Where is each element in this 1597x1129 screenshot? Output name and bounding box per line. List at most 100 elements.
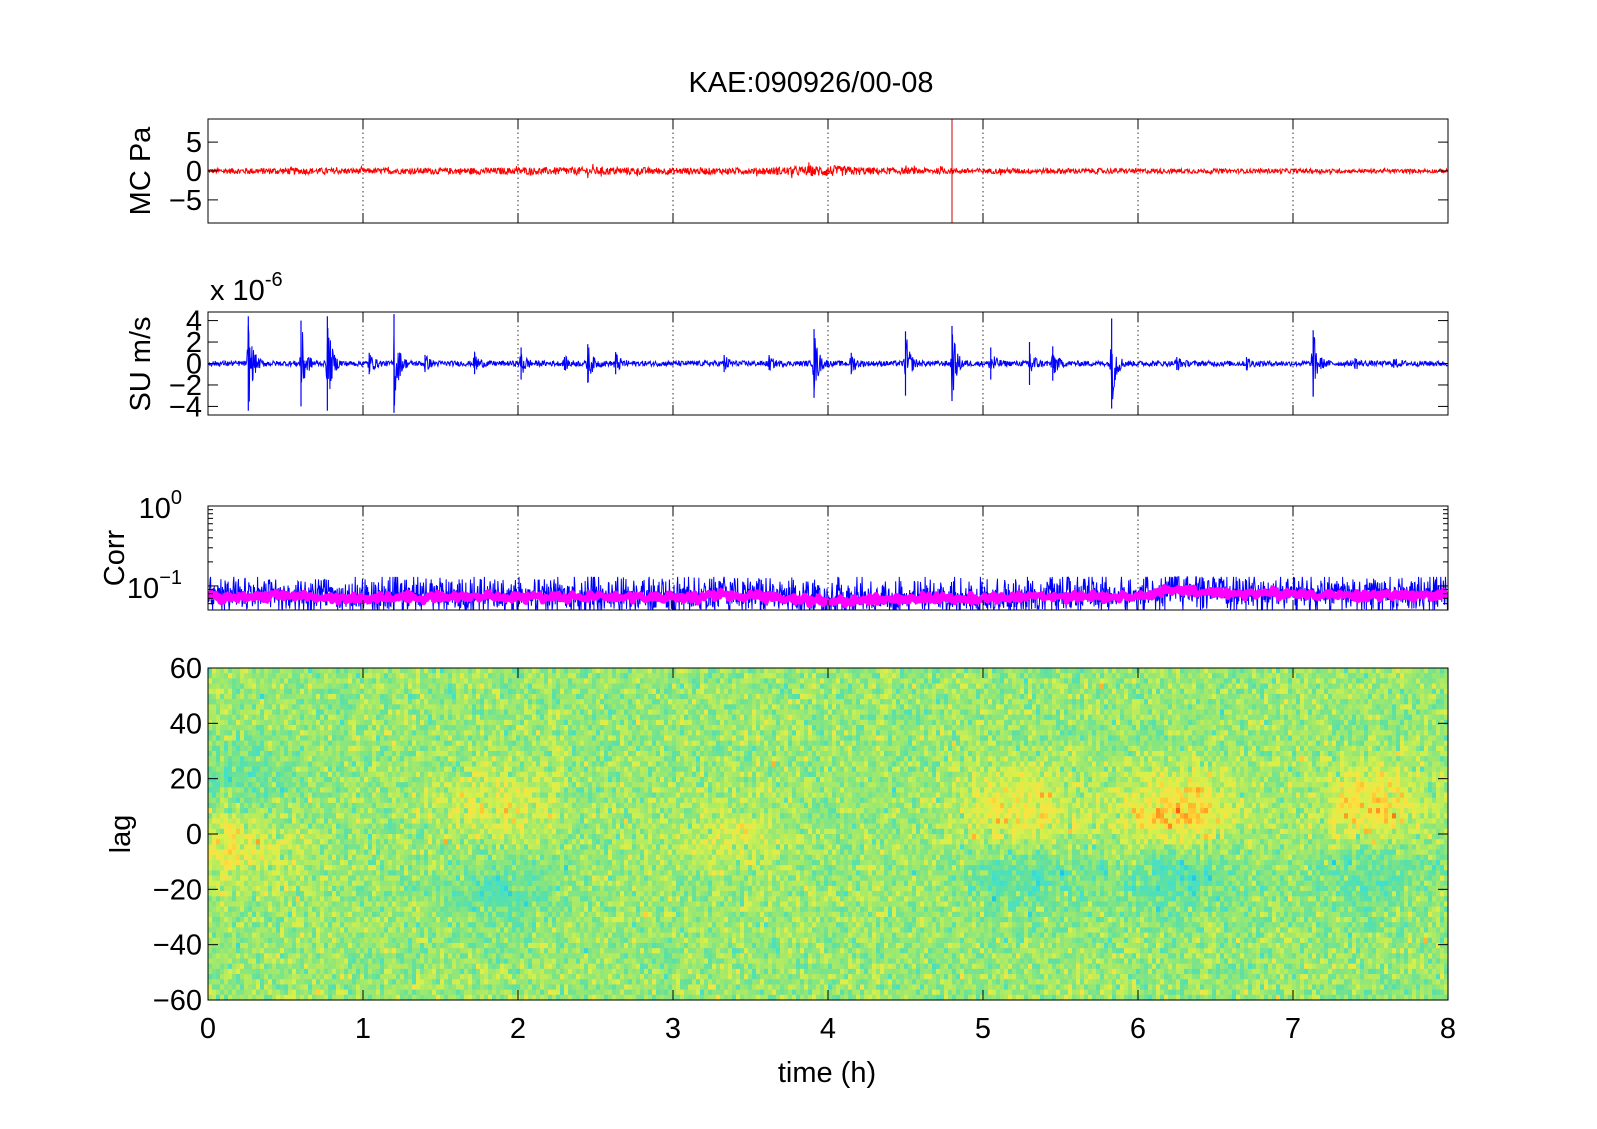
heatmap-cell	[308, 839, 313, 845]
heatmap-cell	[260, 984, 265, 990]
heatmap-cell	[336, 720, 341, 726]
heatmap-cell	[276, 907, 281, 913]
heatmap-cell	[432, 912, 437, 918]
heatmap-cell	[404, 798, 409, 804]
heatmap-cell	[304, 901, 309, 907]
heatmap-cell	[420, 735, 425, 741]
heatmap-cell	[348, 964, 353, 970]
heatmap-cell	[452, 715, 457, 721]
heatmap-cell	[488, 844, 493, 850]
heatmap-cell	[264, 891, 269, 897]
heatmap-cell	[452, 990, 457, 996]
heatmap-cell	[272, 917, 277, 923]
heatmap-cell	[228, 886, 233, 892]
heatmap-cell	[208, 751, 213, 757]
heatmap-cell	[492, 959, 497, 965]
heatmap-cell	[500, 881, 505, 887]
heatmap-cell	[264, 933, 269, 939]
heatmap-cell	[352, 933, 357, 939]
heatmap-cell	[468, 881, 473, 887]
heatmap-cell	[348, 943, 353, 949]
heatmap-cell	[296, 668, 301, 674]
heatmap-cell	[416, 901, 421, 907]
heatmap-cell	[448, 756, 453, 762]
heatmap-cell	[500, 933, 505, 939]
heatmap-cell	[240, 715, 245, 721]
heatmap-cell	[372, 870, 377, 876]
heatmap-cell	[300, 767, 305, 773]
heatmap-cell	[496, 756, 501, 762]
heatmap-cell	[488, 922, 493, 928]
heatmap-cell	[308, 834, 313, 840]
heatmap-cell	[232, 678, 237, 684]
heatmap-cell	[252, 834, 257, 840]
heatmap-cell	[368, 798, 373, 804]
heatmap-cell	[408, 959, 413, 965]
heatmap-cell	[488, 933, 493, 939]
heatmap-cell	[408, 943, 413, 949]
heatmap-cell	[368, 886, 373, 892]
heatmap-cell	[476, 974, 481, 980]
heatmap-cell	[444, 761, 449, 767]
heatmap-cell	[412, 746, 417, 752]
heatmap-cell	[272, 938, 277, 944]
heatmap-cell	[488, 787, 493, 793]
heatmap-cell	[236, 876, 241, 882]
heatmap-cell	[280, 730, 285, 736]
heatmap-cell	[476, 979, 481, 985]
heatmap-cell	[388, 782, 393, 788]
heatmap-cell	[236, 803, 241, 809]
heatmap-cell	[240, 964, 245, 970]
heatmap-cell	[228, 959, 233, 965]
heatmap-cell	[420, 907, 425, 913]
heatmap-cell	[336, 881, 341, 887]
heatmap-cell	[292, 912, 297, 918]
heatmap-cell	[344, 964, 349, 970]
heatmap-cell	[492, 756, 497, 762]
heatmap-cell	[368, 891, 373, 897]
heatmap-cell	[412, 865, 417, 871]
heatmap-cell	[248, 777, 253, 783]
heatmap-cell	[464, 793, 469, 799]
heatmap-cell	[480, 850, 485, 856]
heatmap-cell	[424, 881, 429, 887]
heatmap-cell	[468, 912, 473, 918]
heatmap-cell	[372, 839, 377, 845]
heatmap-cell	[264, 839, 269, 845]
heatmap-cell	[468, 901, 473, 907]
heatmap-cell	[424, 990, 429, 996]
heatmap-cell	[372, 886, 377, 892]
heatmap-cell	[436, 896, 441, 902]
heatmap-cell	[232, 689, 237, 695]
heatmap-cell	[348, 710, 353, 716]
heatmap-cell	[336, 678, 341, 684]
heatmap-cell	[272, 684, 277, 690]
heatmap-cell	[468, 668, 473, 674]
heatmap-cell	[392, 787, 397, 793]
heatmap-cell	[292, 927, 297, 933]
heatmap-cell	[476, 803, 481, 809]
heatmap-cell	[388, 818, 393, 824]
heatmap-cell	[372, 761, 377, 767]
heatmap-cell	[212, 798, 217, 804]
heatmap-cell	[284, 668, 289, 674]
heatmap-cell	[220, 694, 225, 700]
heatmap-cell	[244, 793, 249, 799]
heatmap-cell	[368, 943, 373, 949]
heatmap-cell	[288, 933, 293, 939]
heatmap-cell	[224, 772, 229, 778]
heatmap-cell	[432, 865, 437, 871]
heatmap-cell	[220, 684, 225, 690]
heatmap-cell	[208, 881, 213, 887]
heatmap-cell	[276, 694, 281, 700]
heatmap-cell	[476, 798, 481, 804]
heatmap-cell	[216, 943, 221, 949]
heatmap-cell	[456, 870, 461, 876]
heatmap-cell	[272, 782, 277, 788]
heatmap-cell	[460, 927, 465, 933]
heatmap-cell	[232, 715, 237, 721]
heatmap-cell	[292, 834, 297, 840]
heatmap-cell	[372, 969, 377, 975]
heatmap-cell	[444, 990, 449, 996]
